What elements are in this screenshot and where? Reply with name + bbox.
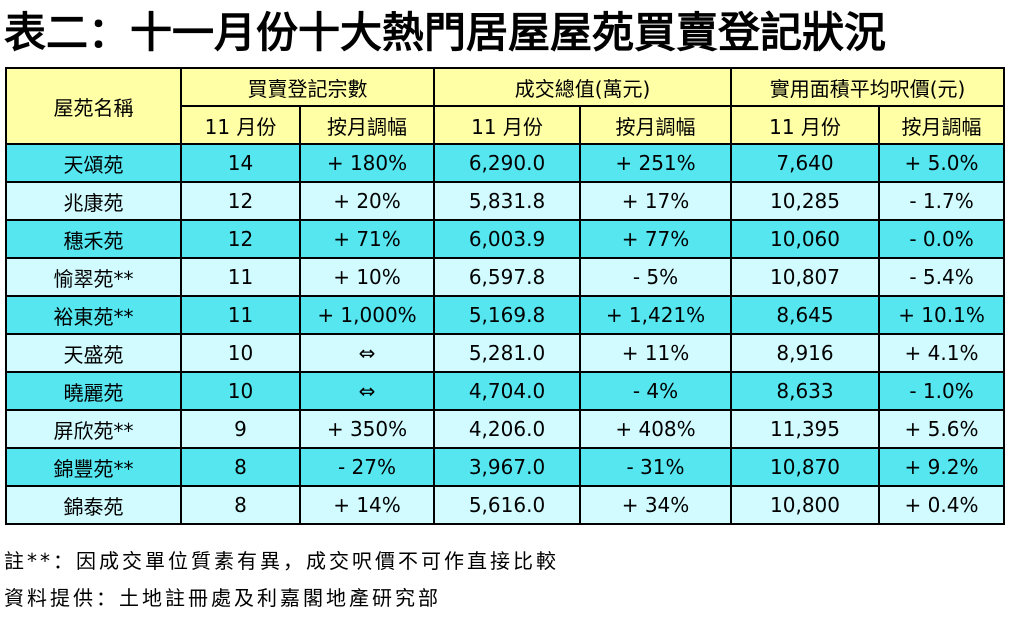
page-title: 表二：十一月份十大熱門居屋屋苑買賣登記狀況: [4, 8, 887, 57]
estate-name-cell: 裕東苑**: [5, 295, 182, 335]
price-cell: 8,645: [730, 295, 881, 335]
estate-name-cell: 錦豐苑**: [5, 447, 182, 487]
registration-change-cell: + 71%: [299, 219, 435, 259]
table-row: 穗禾苑 12 + 71% 6,003.9 + 77% 10,060 - 0.0%: [5, 219, 1006, 259]
header-estate-name: 屋苑名稱: [5, 67, 182, 145]
price-cell: 8,633: [730, 371, 881, 411]
value-cell: 6,597.8: [433, 257, 581, 297]
no-change-arrow-icon: ⇔: [299, 371, 435, 411]
footnote-source: 資料提供：土地註冊處及利嘉閣地產研究部: [4, 586, 441, 610]
price-change-cell: - 1.7%: [878, 181, 1006, 221]
registration-change-cell: + 10%: [299, 257, 435, 297]
value-change-cell: + 17%: [578, 181, 733, 221]
header-avg-price: 實用面積平均呎價(元): [730, 67, 1006, 107]
value-change-cell: + 1,421%: [578, 295, 733, 335]
registration-change-cell: + 14%: [299, 485, 435, 525]
price-cell: 8,916: [730, 333, 881, 373]
table-row: 兆康苑 12 + 20% 5,831.8 + 17% 10,285 - 1.7%: [5, 181, 1006, 221]
estate-name-cell: 天頌苑: [5, 143, 182, 183]
registration-count-cell: 8: [180, 447, 301, 487]
value-change-cell: - 5%: [578, 257, 733, 297]
value-cell: 3,967.0: [433, 447, 581, 487]
subheader-registrations-change: 按月調幅: [299, 105, 435, 145]
subheader-registrations-month: 11 月份: [180, 105, 301, 145]
registration-count-cell: 11: [180, 257, 301, 297]
header-transaction-value: 成交總值(萬元): [432, 67, 733, 107]
table-row: 錦豐苑** 8 - 27% 3,967.0 - 31% 10,870 + 9.2…: [5, 447, 1006, 487]
subheader-price-change: 按月調幅: [878, 105, 1006, 145]
price-change-cell: + 4.1%: [878, 333, 1006, 373]
value-change-cell: + 408%: [578, 409, 733, 449]
subheader-value-change: 按月調幅: [578, 105, 733, 145]
price-change-cell: + 5.6%: [878, 409, 1006, 449]
registration-change-cell: + 350%: [299, 409, 435, 449]
price-cell: 10,285: [730, 181, 881, 221]
registration-count-cell: 8: [180, 485, 301, 525]
registration-count-cell: 10: [180, 333, 301, 373]
price-change-cell: + 9.2%: [878, 447, 1006, 487]
value-cell: 6,290.0: [433, 143, 581, 183]
registration-change-cell: + 1,000%: [299, 295, 435, 335]
footnote-quality: 註**：因成交單位質素有異，成交呎價不可作直接比較: [4, 549, 559, 573]
table-row: 天盛苑 10 ⇔ 5,281.0 + 11% 8,916 + 4.1%: [5, 333, 1006, 373]
price-change-cell: + 0.4%: [878, 485, 1006, 525]
price-change-cell: - 1.0%: [878, 371, 1006, 411]
registration-change-cell: + 20%: [299, 181, 435, 221]
value-cell: 6,003.9: [433, 219, 581, 259]
table-row: 天頌苑 14 + 180% 6,290.0 + 251% 7,640 + 5.0…: [5, 143, 1006, 183]
estate-name-cell: 錦泰苑: [5, 485, 182, 525]
registration-count-cell: 11: [180, 295, 301, 335]
price-cell: 11,395: [730, 409, 881, 449]
estate-table: 屋苑名稱 買賣登記宗數 成交總值(萬元) 實用面積平均呎價(元) 11 月份 按…: [5, 67, 1006, 525]
registration-change-cell: - 27%: [299, 447, 435, 487]
value-cell: 4,704.0: [433, 371, 581, 411]
table-row: 裕東苑** 11 + 1,000% 5,169.8 + 1,421% 8,645…: [5, 295, 1006, 335]
subheader-price-month: 11 月份: [730, 105, 881, 145]
registration-count-cell: 12: [180, 219, 301, 259]
subheader-value-month: 11 月份: [433, 105, 581, 145]
estate-name-cell: 屏欣苑**: [5, 409, 182, 449]
price-cell: 10,800: [730, 485, 881, 525]
estate-name-cell: 穗禾苑: [5, 219, 182, 259]
header-registrations: 買賣登記宗數: [180, 67, 435, 107]
value-cell: 5,169.8: [433, 295, 581, 335]
value-change-cell: - 4%: [578, 371, 733, 411]
registration-count-cell: 14: [180, 143, 301, 183]
price-change-cell: + 5.0%: [878, 143, 1006, 183]
value-cell: 5,831.8: [433, 181, 581, 221]
value-change-cell: + 251%: [578, 143, 733, 183]
registration-count-cell: 10: [180, 371, 301, 411]
value-cell: 5,281.0: [433, 333, 581, 373]
table-row: 曉麗苑 10 ⇔ 4,704.0 - 4% 8,633 - 1.0%: [5, 371, 1006, 411]
value-change-cell: + 34%: [578, 485, 733, 525]
value-cell: 5,616.0: [433, 485, 581, 525]
registration-count-cell: 12: [180, 181, 301, 221]
value-change-cell: - 31%: [578, 447, 733, 487]
price-cell: 10,870: [730, 447, 881, 487]
table-row: 愉翠苑** 11 + 10% 6,597.8 - 5% 10,807 - 5.4…: [5, 257, 1006, 297]
value-cell: 4,206.0: [433, 409, 581, 449]
estate-name-cell: 曉麗苑: [5, 371, 182, 411]
value-change-cell: + 77%: [578, 219, 733, 259]
estate-name-cell: 愉翠苑**: [5, 257, 182, 297]
table-row: 屏欣苑** 9 + 350% 4,206.0 + 408% 11,395 + 5…: [5, 409, 1006, 449]
no-change-arrow-icon: ⇔: [299, 333, 435, 373]
table-row: 錦泰苑 8 + 14% 5,616.0 + 34% 10,800 + 0.4%: [5, 485, 1006, 525]
price-change-cell: - 5.4%: [878, 257, 1006, 297]
price-change-cell: - 0.0%: [878, 219, 1006, 259]
value-change-cell: + 11%: [578, 333, 733, 373]
registration-change-cell: + 180%: [299, 143, 435, 183]
registration-count-cell: 9: [180, 409, 301, 449]
price-change-cell: + 10.1%: [878, 295, 1006, 335]
estate-name-cell: 兆康苑: [5, 181, 182, 221]
price-cell: 7,640: [730, 143, 881, 183]
price-cell: 10,807: [730, 257, 881, 297]
price-cell: 10,060: [730, 219, 881, 259]
estate-name-cell: 天盛苑: [5, 333, 182, 373]
